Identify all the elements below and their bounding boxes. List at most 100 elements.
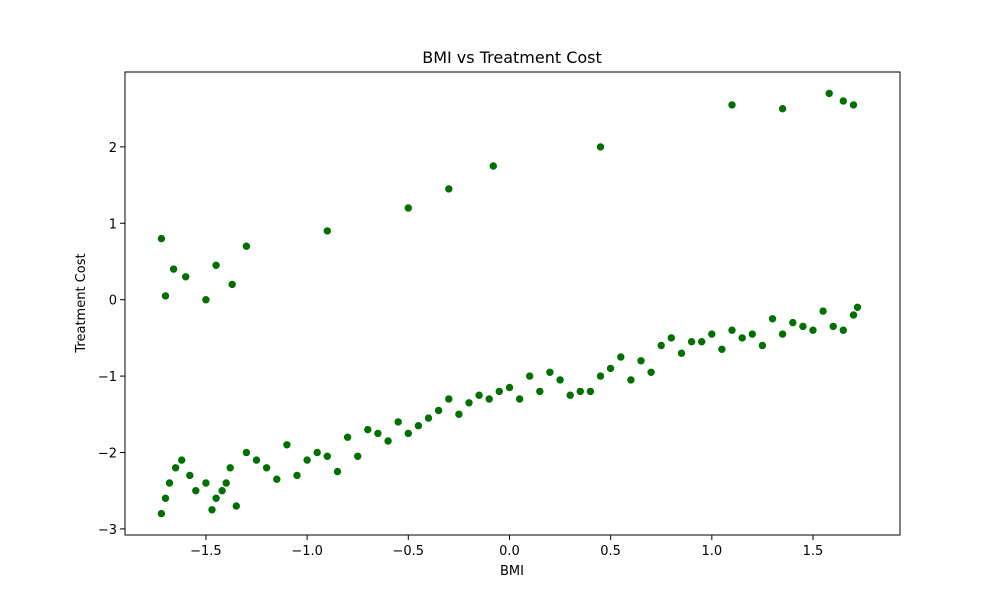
data-point	[737, 333, 747, 343]
data-point	[818, 306, 828, 316]
data-point	[157, 234, 166, 243]
data-point	[414, 421, 423, 431]
data-point	[171, 463, 180, 473]
data-point	[252, 455, 261, 465]
data-point	[838, 96, 848, 106]
x-tick-label: −1.0	[291, 544, 323, 559]
data-point	[201, 478, 211, 488]
data-point	[282, 440, 292, 450]
data-point	[747, 329, 757, 339]
data-point	[606, 364, 615, 373]
data-point	[666, 333, 676, 343]
data-point	[191, 486, 201, 496]
data-point	[225, 463, 235, 473]
data-point	[444, 184, 454, 194]
data-point	[677, 348, 686, 358]
y-tick-label: 2	[109, 141, 117, 156]
data-point	[272, 474, 282, 484]
x-tick-label: 1.5	[803, 544, 824, 559]
data-point	[575, 387, 585, 396]
data-point	[525, 371, 535, 381]
data-point	[221, 478, 231, 488]
data-point	[353, 451, 363, 461]
data-point	[697, 337, 707, 347]
y-axis-label: Treatment Cost	[74, 253, 89, 353]
data-point	[393, 417, 403, 427]
data-point	[363, 425, 373, 434]
y-axis-ticks: −3 −2 −1 0 1 2	[98, 141, 125, 538]
data-point	[211, 260, 221, 270]
data-point	[242, 448, 251, 457]
x-tick-label: 0.0	[499, 544, 520, 559]
data-point	[505, 383, 514, 392]
x-tick-label: 1.0	[701, 544, 722, 559]
data-point	[201, 295, 211, 305]
data-point	[687, 337, 696, 347]
data-point	[535, 387, 545, 396]
data-point	[454, 409, 464, 419]
data-point	[165, 478, 174, 488]
x-axis-ticks: −1.5 −1.0 −0.5 0.0 0.5 1.0 1.5	[190, 535, 823, 559]
x-tick-label: −0.5	[393, 544, 425, 559]
data-point	[383, 436, 393, 446]
y-tick-label: −3	[98, 523, 117, 538]
data-point	[464, 398, 474, 408]
data-point	[227, 280, 237, 289]
data-point	[555, 375, 565, 385]
data-point	[403, 203, 413, 213]
data-point	[586, 387, 595, 396]
data-point	[434, 406, 443, 415]
data-point	[444, 394, 454, 404]
data-point	[181, 272, 190, 282]
data-point	[626, 375, 636, 385]
data-point	[232, 501, 241, 511]
data-point	[596, 371, 605, 381]
data-point	[312, 448, 322, 457]
data-point	[373, 429, 383, 438]
data-point	[177, 455, 186, 465]
data-point	[596, 142, 605, 152]
data-point	[656, 341, 666, 350]
data-point	[646, 367, 656, 377]
data-point	[798, 322, 808, 331]
data-point	[488, 161, 498, 171]
y-tick-label: 0	[109, 294, 117, 309]
data-point	[185, 471, 195, 480]
data-point	[494, 387, 504, 396]
data-point	[161, 291, 170, 301]
data-point	[616, 352, 626, 362]
data-point	[217, 486, 227, 496]
y-tick-label: 1	[109, 217, 117, 232]
data-point	[545, 367, 555, 377]
chart-title: BMI vs Treatment Cost	[422, 48, 602, 67]
data-point	[707, 329, 717, 339]
data-point	[343, 432, 352, 442]
x-tick-label: 0.5	[600, 544, 621, 559]
data-point	[292, 471, 302, 480]
data-point	[322, 451, 332, 461]
data-point	[161, 493, 170, 503]
data-point	[424, 413, 433, 423]
data-point	[403, 429, 413, 438]
data-point	[242, 241, 251, 251]
data-point	[636, 356, 646, 366]
plot-frame	[124, 71, 901, 536]
y-tick-label: −1	[98, 370, 117, 385]
points-layer	[157, 89, 862, 518]
data-point	[157, 509, 166, 518]
data-point	[717, 344, 727, 354]
data-point	[333, 467, 342, 476]
data-point	[322, 226, 332, 236]
data-point	[207, 505, 217, 515]
y-tick-label: −2	[98, 446, 117, 461]
data-point	[211, 493, 221, 503]
data-point	[849, 310, 858, 320]
data-point	[824, 89, 834, 98]
data-point	[768, 314, 777, 324]
data-point	[788, 318, 798, 327]
data-point	[838, 325, 848, 335]
data-point	[515, 394, 524, 404]
data-point	[758, 341, 767, 350]
x-axis-label: BMI	[500, 564, 524, 579]
